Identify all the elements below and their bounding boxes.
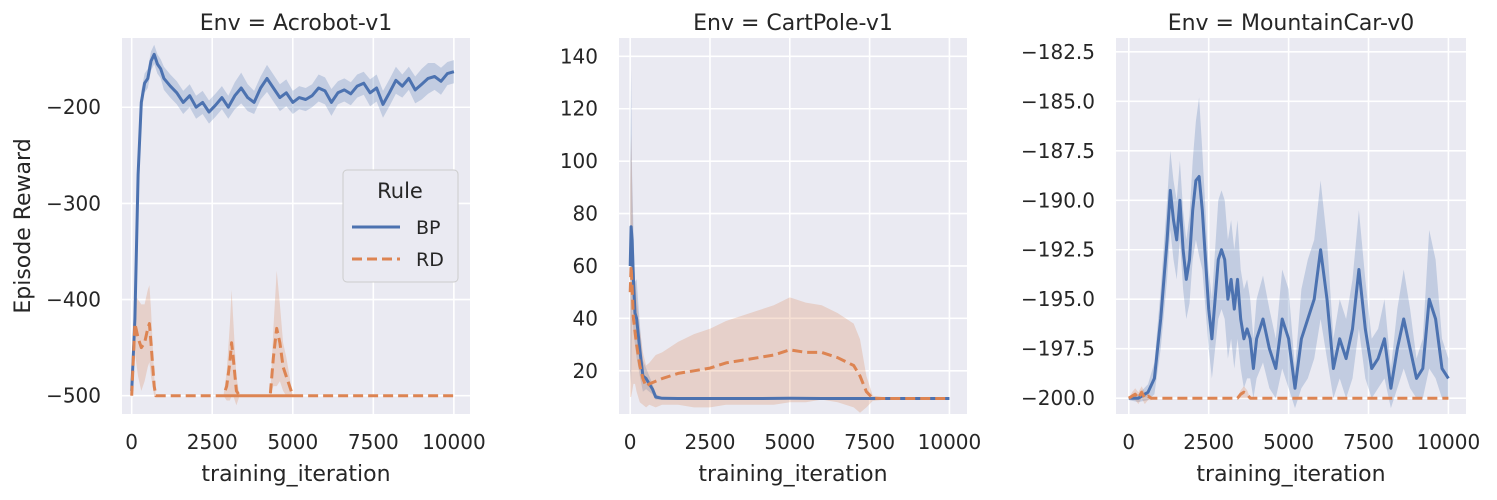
y-tick-label: −300 [46, 191, 101, 215]
panel-acrobot: 0 2500 5000 7500 10000 −500 −400 −300 −200 Env … [11, 11, 486, 487]
x-tick-label: 0 [125, 430, 138, 454]
y-tick-labels: −500 −400 −300 −200 [46, 95, 101, 407]
y-tick-label: −200 [46, 95, 101, 119]
band-rd [630, 134, 950, 413]
y-tick-label: −185.0 [1021, 89, 1095, 113]
x-tick-label: 10000 [918, 430, 982, 454]
legend-box [342, 169, 459, 283]
x-tick-label: 7500 [1343, 430, 1394, 454]
series-lines [130, 52, 455, 398]
panel-mountaincar: 0 2500 5000 7500 10000 −200.0 −197.5 −195.0 −19… [1021, 11, 1480, 487]
y-tick-label: 60 [573, 254, 598, 278]
y-tick-label: 140 [560, 44, 598, 68]
line-rd [1128, 390, 1449, 400]
x-tick-label: 2500 [685, 430, 736, 454]
x-tick-label: 7500 [348, 430, 399, 454]
y-tick-labels: −200.0 −197.5 −195.0 −192.5 −190.0 −187.5 −185… [1021, 40, 1095, 410]
x-tick-label: 10000 [1417, 430, 1481, 454]
x-tick-label: 0 [1122, 430, 1135, 454]
x-tick-label: 10000 [422, 430, 486, 454]
series-lines [1128, 175, 1450, 400]
x-tick-label: 2500 [187, 430, 238, 454]
x-axis-label: training_iteration [698, 462, 887, 487]
y-tick-label: −182.5 [1021, 40, 1095, 64]
y-tick-label: 40 [573, 306, 598, 330]
series-lines [628, 225, 950, 400]
y-tick-label: 80 [573, 202, 598, 226]
panel-title: Env = MountainCar-v0 [1168, 11, 1415, 36]
confidence-bands [1128, 97, 1449, 409]
legend: Rule BP RD [342, 169, 459, 283]
confidence-bands [630, 69, 950, 413]
x-tick-label: 5000 [764, 430, 815, 454]
legend-title: Rule [377, 179, 423, 203]
y-tick-label: −400 [46, 288, 101, 312]
x-axis-label: training_iteration [1196, 462, 1385, 487]
y-tick-label: 20 [573, 359, 598, 383]
x-tick-label: 5000 [1263, 430, 1314, 454]
band-bp [1128, 97, 1449, 409]
x-tick-label: 0 [624, 430, 637, 454]
y-tick-label: 120 [560, 97, 598, 121]
x-tick-label: 2500 [1183, 430, 1234, 454]
legend-label-rd: RD [416, 249, 444, 271]
line-bp [130, 52, 455, 391]
line-bp [628, 225, 950, 400]
y-tick-label: −187.5 [1021, 139, 1095, 163]
x-tick-labels: 0 2500 5000 7500 10000 [125, 430, 485, 454]
legend-label-bp: BP [416, 217, 441, 239]
y-tick-labels: 20 40 60 80 100 120 140 [560, 44, 598, 382]
y-tick-label: −190.0 [1021, 188, 1095, 212]
line-bp [1128, 175, 1450, 400]
y-axis-label: Episode Reward [11, 138, 36, 313]
y-tick-label: −197.5 [1021, 337, 1095, 361]
panel-title: Env = CartPole-v1 [693, 11, 893, 36]
line-rd [628, 264, 950, 400]
x-axis-label: training_iteration [201, 462, 390, 487]
panel-title: Env = Acrobot-v1 [200, 11, 392, 36]
x-tick-labels: 0 2500 5000 7500 10000 [624, 430, 981, 454]
gridlines [1116, 38, 1466, 414]
y-tick-label: 100 [560, 149, 598, 173]
x-tick-labels: 0 2500 5000 7500 10000 [1122, 430, 1480, 454]
x-tick-label: 7500 [844, 430, 895, 454]
y-tick-label: −195.0 [1021, 287, 1095, 311]
line-rd [130, 322, 454, 398]
y-tick-label: −192.5 [1021, 238, 1095, 262]
y-tick-label: −200.0 [1021, 386, 1095, 410]
y-tick-label: −500 [46, 384, 101, 408]
x-tick-label: 5000 [267, 430, 318, 454]
panel-cartpole: 0 2500 5000 7500 10000 20 40 60 80 100 120 140 Env… [560, 11, 981, 487]
